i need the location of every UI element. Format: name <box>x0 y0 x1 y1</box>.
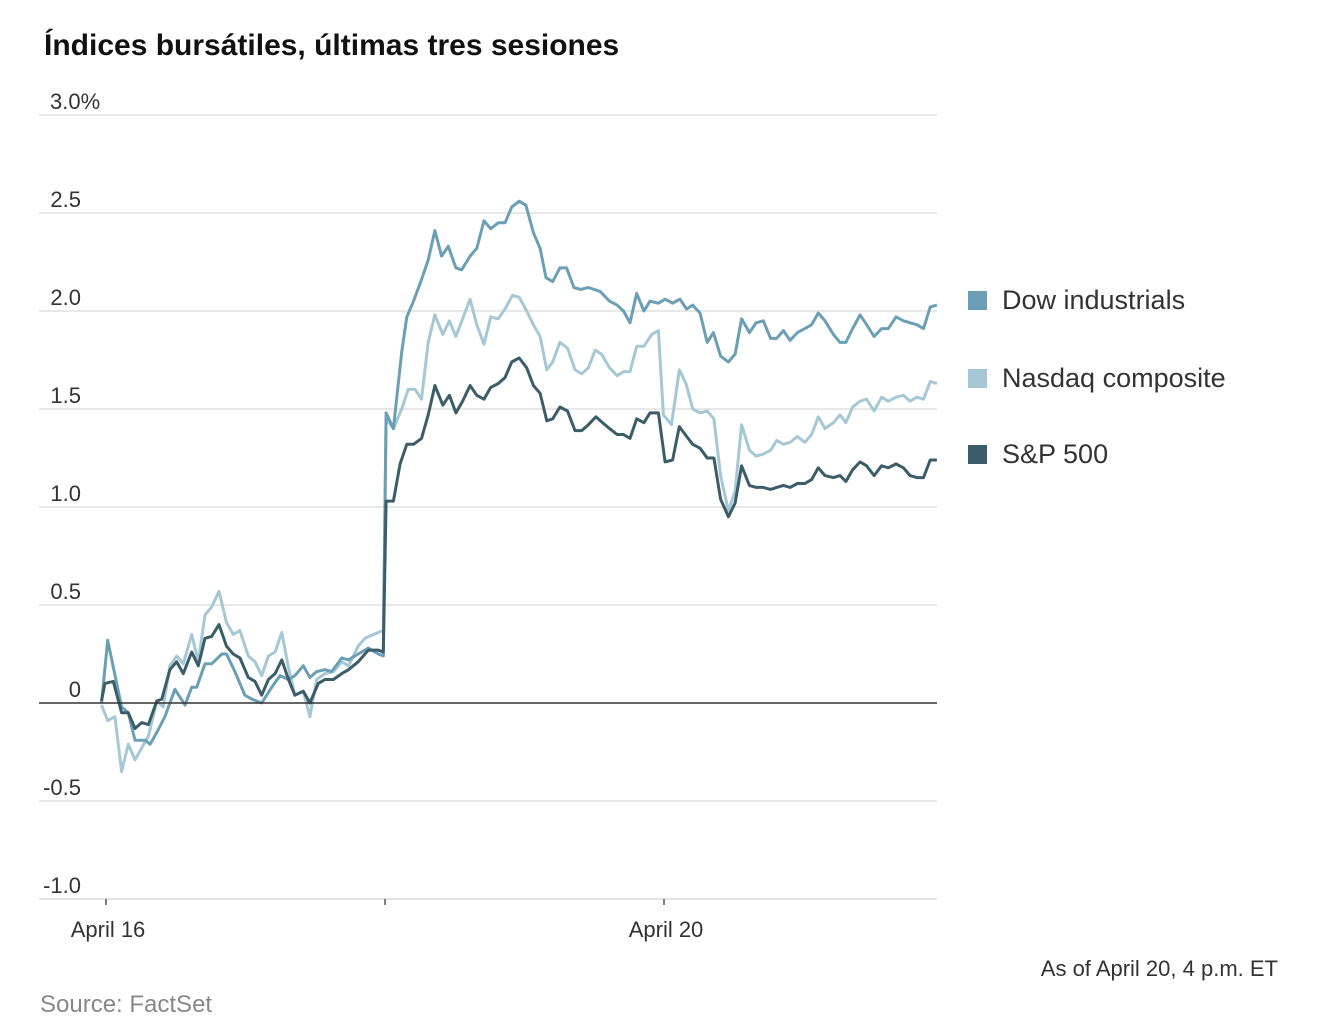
chart-title: Índices bursátiles, últimas tres sesione… <box>44 28 619 62</box>
gridlines <box>39 114 937 900</box>
y-tick-label: 2.0 <box>50 285 81 310</box>
legend-swatch <box>968 291 987 310</box>
series-line-s-p-500 <box>100 356 937 730</box>
legend-swatch <box>968 369 987 388</box>
legend-label: Dow industrials <box>1002 285 1185 315</box>
series-lines <box>100 199 938 774</box>
series-line-nasdaq-composite <box>100 293 938 774</box>
y-tick-label: 2.5 <box>50 187 81 212</box>
x-tick-label: April 20 <box>629 917 704 942</box>
y-tick-label: 3.0% <box>50 89 100 114</box>
source-note: Source: FactSet <box>40 991 212 1018</box>
legend-label: Nasdaq composite <box>1002 363 1226 393</box>
timestamp-note: As of April 20, 4 p.m. ET <box>1041 956 1278 981</box>
y-tick-label: -0.5 <box>43 775 81 800</box>
y-tick-label: 1.0 <box>50 481 81 506</box>
legend: Dow industrials Nasdaq composite S&P 500 <box>968 285 1226 469</box>
y-tick-label: 0 <box>69 677 81 702</box>
legend-label: S&P 500 <box>1002 439 1108 469</box>
y-tick-label: 1.5 <box>50 383 81 408</box>
series-line-dow-industrials <box>100 199 938 746</box>
y-tick-label: 0.5 <box>50 579 81 604</box>
x-tick-label: April 16 <box>71 917 146 942</box>
x-axis: April 16 April 20 <box>39 898 937 942</box>
y-tick-label: -1.0 <box>43 873 81 898</box>
legend-swatch <box>968 445 987 464</box>
y-axis-tick-labels: 3.0% 2.5 2.0 1.5 1.0 0.5 0 -0.5 -1.0 <box>43 89 100 898</box>
